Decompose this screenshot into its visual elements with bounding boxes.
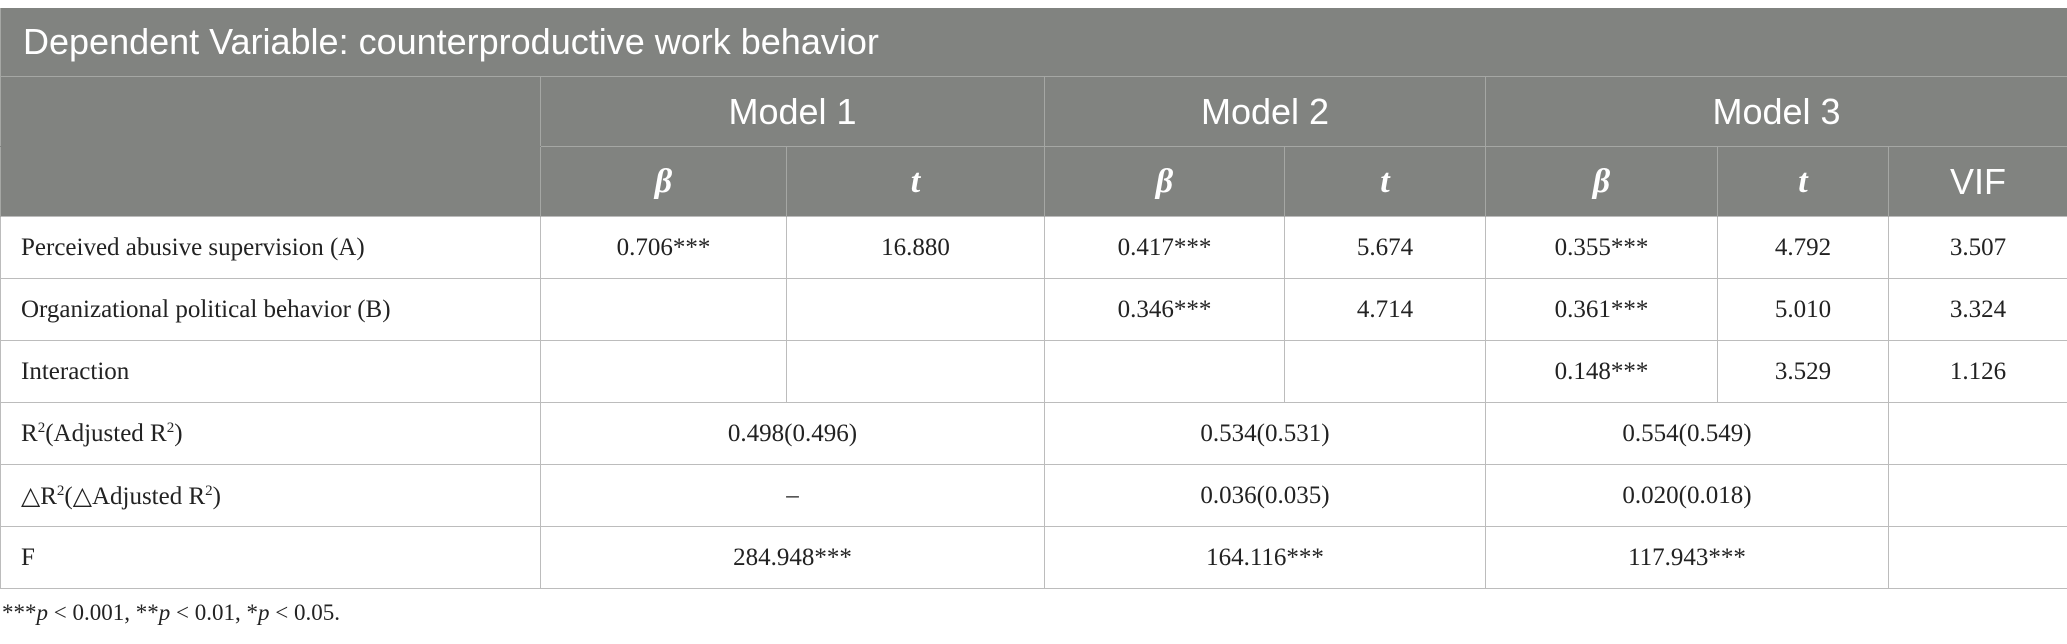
cell-m1-t [786,340,1045,403]
cell-m1-beta [540,340,787,403]
footnote-p: p [158,600,171,625]
cell-m1: 284.948*** [540,526,1045,589]
footnote-p: p [257,600,270,625]
cell-vif: 3.324 [1887,278,2067,341]
label-part: ) [174,419,183,447]
row-label: △R2(△Adjusted R2) [0,464,541,527]
cell-m2-beta: 0.346*** [1044,278,1285,341]
footnote-text: < 0.01, [170,600,247,625]
cell-m2-t: 4.714 [1284,278,1486,341]
cell-m3-beta: 0.148*** [1485,340,1718,403]
footnote-text: < 0.001, [48,600,136,625]
table-row: Perceived abusive supervision (A) 0.706*… [0,216,2067,279]
row-label: Interaction [0,340,541,403]
table-row: Organizational political behavior (B) 0.… [0,278,2067,341]
label-part: △R [21,482,57,510]
cell-m3: 117.943*** [1485,526,1889,589]
header-blank-cell [0,76,541,147]
header-model-3: Model 3 [1484,76,2067,147]
footnote-stars: * [246,600,258,625]
cell-vif [1887,464,2067,527]
regression-table-container: Dependent Variable: counterproductive wo… [0,8,2067,589]
table-body: Perceived abusive supervision (A) 0.706*… [0,216,2067,589]
row-label: Perceived abusive supervision (A) [0,216,541,279]
table-row: F 284.948*** 164.116*** 117.943*** [0,526,2067,589]
footnote-stars: ** [135,600,159,625]
cell-vif [1887,402,2067,465]
cell-m3-t: 4.792 [1717,216,1889,279]
label-part: R [21,419,38,447]
table-footnote: ***p < 0.001, **p < 0.01, *p < 0.05. [2,600,340,626]
superscript: 2 [37,419,46,436]
superscript: 2 [166,419,175,436]
superscript: 2 [205,482,213,499]
cell-vif: 1.126 [1887,340,2067,403]
label-part: ) [212,482,221,510]
cell-vif [1887,526,2067,589]
cell-m2: 164.116*** [1044,526,1486,589]
header-beta-2: β [1044,146,1285,217]
cell-m1-t: 16.880 [786,216,1045,279]
table-row: △R2(△Adjusted R2) – 0.036(0.035) 0.020(0… [0,464,2067,527]
cell-m3-t: 5.010 [1717,278,1889,341]
cell-m1-t [786,278,1045,341]
cell-m1: – [540,464,1045,527]
cell-m2: 0.036(0.035) [1044,464,1486,527]
header-beta-3: β [1485,146,1718,217]
row-label: F [0,526,541,589]
cell-vif: 3.507 [1887,216,2067,279]
table-header: Dependent Variable: counterproductive wo… [0,8,2067,217]
regression-table: Dependent Variable: counterproductive wo… [0,8,2067,589]
cell-m3: 0.554(0.549) [1485,402,1889,465]
cell-m2: 0.534(0.531) [1044,402,1486,465]
footnote-stars: *** [2,600,37,625]
footnote-text: < 0.05. [269,600,340,625]
cell-m1: 0.498(0.496) [540,402,1045,465]
label-part: (△Adjusted R [64,482,206,510]
header-t-1: t [786,146,1045,217]
row-label: Organizational political behavior (B) [0,278,541,341]
cell-m3: 0.020(0.018) [1485,464,1889,527]
cell-m1-beta: 0.706*** [540,216,787,279]
header-model-2: Model 2 [1044,76,1486,147]
table-title: Dependent Variable: counterproductive wo… [0,8,2067,77]
header-vif: VIF [1887,146,2067,217]
cell-m3-beta: 0.361*** [1485,278,1718,341]
cell-m1-beta [540,278,787,341]
table-row: Interaction 0.148*** 3.529 1.126 [0,340,2067,403]
row-label: R2(Adjusted R2) [0,402,541,465]
table-row: R2(Adjusted R2) 0.498(0.496) 0.534(0.531… [0,402,2067,465]
header-model-1: Model 1 [540,76,1045,147]
cell-m2-beta [1044,340,1285,403]
cell-m2-t: 5.674 [1284,216,1486,279]
superscript: 2 [56,482,65,499]
header-beta-1: β [540,146,787,217]
header-t-3: t [1717,146,1889,217]
header-t-2: t [1284,146,1486,217]
header-blank-cell [0,146,541,217]
cell-m2-beta: 0.417*** [1044,216,1285,279]
cell-m3-beta: 0.355*** [1485,216,1718,279]
cell-m2-t [1284,340,1486,403]
label-part: (Adjusted R [45,419,167,447]
footnote-p: p [36,600,49,625]
cell-m3-t: 3.529 [1717,340,1889,403]
